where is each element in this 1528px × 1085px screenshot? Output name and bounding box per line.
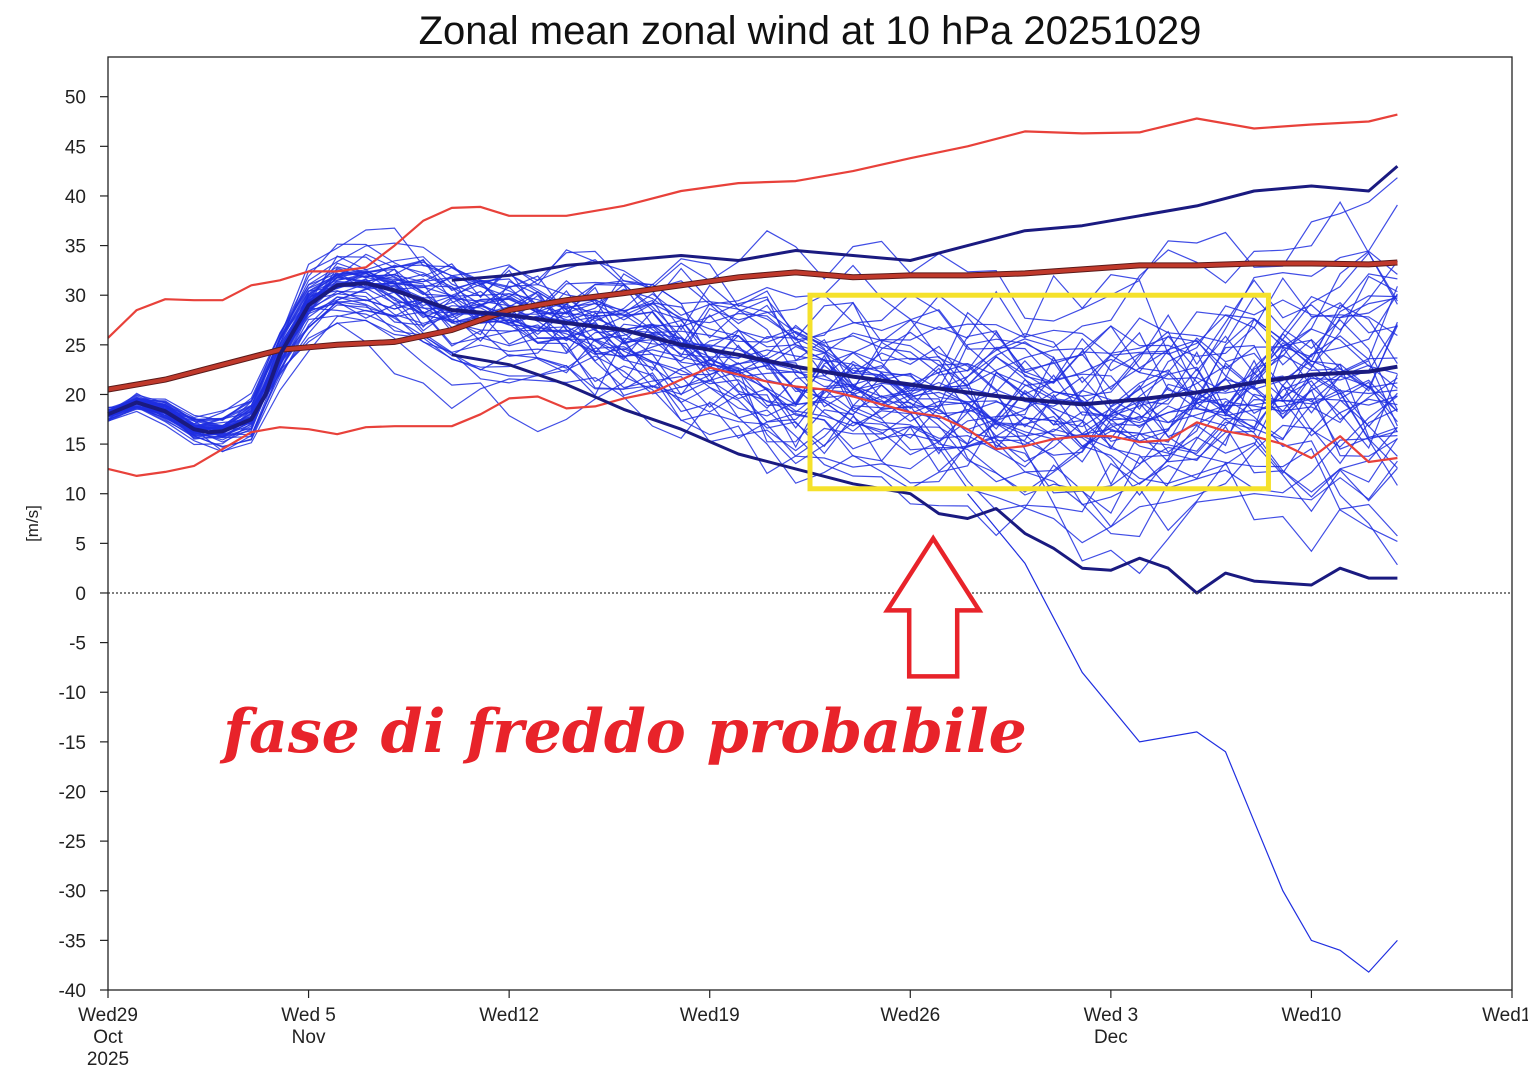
x-tick-label: Dec	[1094, 1027, 1128, 1048]
ensemble-member-line	[107, 277, 1398, 566]
series-line-climatology-max	[107, 113, 1398, 339]
y-tick-label: -35	[59, 931, 86, 952]
chart-title: Zonal mean zonal wind at 10 hPa 20251029	[419, 9, 1202, 53]
plot-frame	[107, 56, 1513, 991]
series-line-climatology-mean	[107, 260, 1398, 392]
y-tick-label: -5	[69, 634, 86, 655]
x-tick-label: Wed19	[680, 1005, 740, 1026]
x-tick-label: Wed10	[1281, 1005, 1341, 1026]
x-tick-label: Wed 5	[281, 1005, 336, 1026]
x-tick-label: Nov	[292, 1027, 326, 1048]
ensemble-member-line	[107, 294, 1398, 448]
ensemble-member-line	[107, 258, 1398, 498]
ensemble-member-line	[107, 271, 1398, 453]
y-tick-label: -15	[59, 733, 86, 754]
annotations	[807, 292, 1271, 679]
ensemble-member-line	[107, 283, 1398, 493]
y-tick-label: -25	[59, 832, 86, 853]
series-line-climatology-min	[107, 366, 1398, 477]
y-tick-label: 35	[65, 237, 86, 258]
ensemble-member-line	[107, 280, 1398, 528]
ensemble-member-line	[107, 255, 1398, 431]
x-tick-label: Wed29	[78, 1005, 138, 1026]
x-tick-label: Wed26	[880, 1005, 940, 1026]
y-tick-label: 20	[65, 385, 86, 406]
y-tick-label: 45	[65, 137, 86, 158]
y-tick-label: 5	[75, 534, 86, 555]
x-tick-label: 2025	[87, 1049, 129, 1070]
up-arrow-icon	[883, 534, 984, 679]
ensemble-member-line	[107, 270, 1398, 513]
series-line-ensemble-mean	[107, 281, 1398, 435]
series-lines	[107, 113, 1399, 595]
highlight-box	[807, 292, 1271, 492]
x-tick-label: Oct	[93, 1027, 123, 1048]
annotation-text: fase di freddo probabile	[219, 697, 1027, 767]
ensemble-member-line	[107, 319, 1398, 538]
x-tick-label: Wed17	[1482, 1005, 1528, 1026]
y-tick-label: 15	[65, 435, 86, 456]
series-line-ensemble-lower-envelope	[451, 353, 1398, 595]
x-tick-label: Wed 3	[1084, 1005, 1139, 1026]
y-tick-label: 25	[65, 336, 86, 357]
y-tick-label: -30	[59, 882, 86, 903]
ensemble-member-line	[107, 251, 1398, 483]
ensemble-member-line	[107, 250, 1398, 484]
ensemble-member-line	[107, 256, 1398, 435]
y-tick-label: -40	[59, 981, 86, 1002]
ensemble-member-line	[967, 493, 1398, 973]
ensemble-member-line	[107, 201, 1398, 430]
x-tick-label: Wed12	[479, 1005, 539, 1026]
axes: 50454035302520151050-5-10-15-20-25-30-35…	[23, 56, 1528, 1070]
ensemble-member-line	[107, 296, 1398, 475]
y-tick-label: -10	[59, 683, 86, 704]
y-axis-label: [m/s]	[23, 505, 42, 542]
y-tick-label: 0	[75, 584, 86, 605]
y-tick-label: 50	[65, 88, 86, 109]
y-tick-label: 30	[65, 286, 86, 307]
ensemble-member-line	[107, 300, 1398, 496]
y-tick-label: 10	[65, 485, 86, 506]
series-line-ensemble-upper-envelope	[451, 165, 1399, 282]
ensemble-members	[107, 177, 1398, 973]
y-tick-label: 40	[65, 187, 86, 208]
ensemble-member-line	[107, 227, 1398, 486]
ensemble-member-line	[107, 243, 1398, 453]
y-tick-label: -20	[59, 782, 86, 803]
ensemble-member-line	[107, 307, 1398, 436]
ensemble-member-line	[107, 302, 1398, 470]
